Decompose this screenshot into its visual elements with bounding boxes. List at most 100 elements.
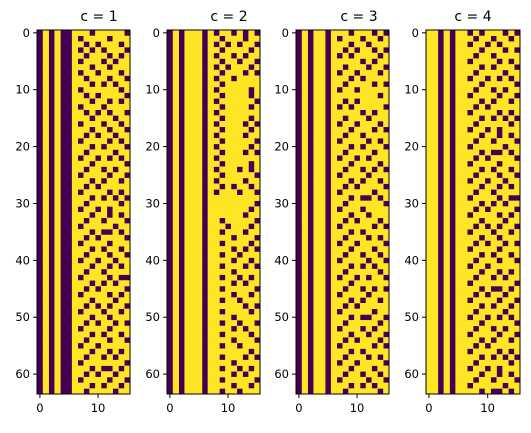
heatmap-cell [124, 132, 131, 139]
heatmap-cell [172, 371, 179, 378]
heatmap-cell [319, 30, 326, 37]
heatmap-cell [490, 365, 497, 372]
heatmap-cell [230, 103, 238, 110]
heatmap-cell [473, 212, 480, 219]
heatmap-cell [336, 149, 343, 156]
heatmap-cell [443, 365, 450, 372]
heatmap-cell [461, 229, 468, 236]
heatmap-cell [371, 92, 378, 99]
heatmap-cell [95, 143, 102, 150]
heatmap-cell [490, 331, 497, 338]
heatmap-cell [371, 155, 378, 162]
heatmap-cell [365, 58, 372, 65]
heatmap-cell [426, 172, 433, 179]
heatmap-cell [319, 331, 326, 338]
heatmap-cell [426, 217, 433, 224]
heatmap-cell [508, 234, 515, 241]
heatmap-cell [71, 64, 79, 71]
heatmap-cell [184, 183, 191, 190]
heatmap-cell [426, 121, 433, 128]
heatmap-cell [455, 200, 462, 207]
heatmap-cell [313, 285, 320, 292]
heatmap-cell [230, 58, 238, 65]
heatmap-cell [242, 206, 249, 213]
heatmap-cell [508, 103, 515, 110]
heatmap-cell [230, 365, 238, 372]
heatmap-cell [230, 132, 238, 139]
heatmap-cell [100, 41, 108, 48]
heatmap-cell [196, 132, 203, 139]
heatmap-cell [54, 126, 61, 133]
heatmap-cell [426, 240, 433, 247]
heatmap-cell [461, 268, 468, 275]
heatmap-cell [172, 268, 179, 275]
heatmap-cell [359, 41, 367, 48]
heatmap-cell [77, 126, 84, 133]
heatmap-cell [172, 382, 179, 389]
heatmap-cell [54, 320, 61, 327]
heatmap-cell [254, 382, 261, 389]
heatmap-cell [54, 388, 61, 395]
heatmap-cell [336, 337, 343, 344]
heatmap-cell [426, 251, 433, 258]
heatmap-cell [83, 126, 90, 133]
heatmap-cell [248, 342, 255, 349]
heatmap-cell [95, 177, 102, 184]
y-tick-label: 50 [145, 310, 160, 324]
heatmap-cell [196, 47, 203, 54]
heatmap-cell [254, 388, 261, 395]
heatmap-cell [196, 121, 203, 128]
heatmap-cell [461, 274, 468, 281]
heatmap-cell [225, 217, 232, 224]
heatmap-cell [431, 194, 439, 201]
heatmap-cell [83, 115, 90, 122]
heatmap-cell [354, 64, 361, 71]
heatmap-cell [336, 251, 343, 258]
heatmap-cell [112, 348, 119, 355]
heatmap-cell [236, 280, 243, 287]
y-tick-label: 30 [404, 196, 419, 210]
heatmap-cell [71, 217, 79, 224]
heatmap-cell [330, 331, 338, 338]
heatmap-cell [172, 308, 179, 315]
heatmap-cell [319, 308, 326, 315]
heatmap-cell [213, 223, 220, 230]
heatmap-cell [124, 291, 131, 298]
heatmap-cell [383, 246, 390, 253]
heatmap-cell [248, 376, 255, 383]
heatmap-cell [330, 359, 338, 366]
heatmap-cell [71, 382, 79, 389]
heatmap-cell [330, 183, 338, 190]
heatmap-cell [301, 308, 308, 315]
heatmap-cell [336, 160, 343, 167]
heatmap-cell [124, 86, 131, 93]
heatmap-cell [365, 121, 372, 128]
heatmap-cell [196, 52, 203, 59]
heatmap-cell [225, 183, 232, 190]
heatmap-cell [365, 388, 372, 395]
heatmap-cell [514, 274, 521, 281]
heatmap-cell [190, 200, 197, 207]
heatmap-cell [213, 257, 220, 264]
heatmap-cell [83, 64, 90, 71]
heatmap-cell [354, 342, 361, 349]
heatmap-cell [473, 64, 480, 71]
heatmap-cell [112, 359, 119, 366]
heatmap-cell [467, 35, 474, 42]
heatmap-cell [431, 291, 439, 298]
heatmap-cell [354, 223, 361, 230]
heatmap-cell [112, 126, 119, 133]
heatmap-cell [236, 206, 243, 213]
heatmap-cell [236, 86, 243, 93]
heatmap-cell [236, 212, 243, 219]
heatmap-cell [336, 388, 343, 395]
heatmap-cell [242, 291, 249, 298]
heatmap-cell [383, 149, 390, 156]
heatmap-cell [190, 268, 197, 275]
heatmap-cell [426, 246, 433, 253]
heatmap-cell [330, 229, 338, 236]
heatmap-cell [365, 280, 372, 287]
heatmap-cell [478, 52, 486, 59]
heatmap-cell [248, 177, 255, 184]
heatmap-cell [484, 320, 491, 327]
